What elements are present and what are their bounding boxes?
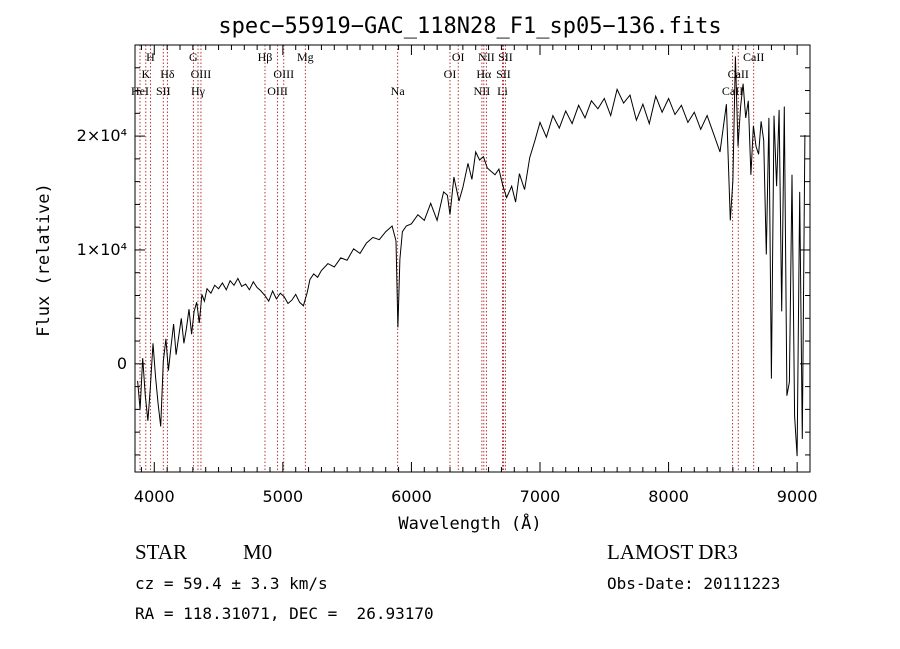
x-tick-label: 5000 — [262, 487, 303, 506]
marker-label-5: G — [189, 50, 198, 64]
chart-title: spec−55919−GAC_118N28_F1_sp05−136.fits — [218, 14, 721, 39]
marker-label-6: Hγ — [191, 84, 206, 98]
x-tick-label: 8000 — [648, 487, 689, 506]
marker-label-13: OI — [444, 67, 457, 81]
marker-label-20: SII — [498, 50, 513, 64]
x-tick-label: 4000 — [134, 487, 175, 506]
y-tick-label: 1×10⁴ — [77, 240, 127, 259]
marker-label-23: CaII — [743, 50, 764, 64]
plot-frame — [134, 44, 811, 473]
y-axis-label: Flux (relative) — [34, 183, 54, 337]
marker-label-10: OIII — [273, 67, 294, 81]
x-tick-label: 6000 — [391, 487, 432, 506]
marker-label-14: OI — [452, 50, 465, 64]
object-class: STAR — [135, 540, 187, 564]
marker-label-3: SII — [156, 84, 171, 98]
marker-label-0: K — [141, 67, 150, 81]
marker-label-17: NII — [478, 50, 495, 64]
marker-label-19: SII — [496, 67, 511, 81]
marker-label-15: NII — [474, 84, 491, 98]
marker-label-2: HeI — [131, 84, 149, 98]
x-axis-label: Wavelength (Å) — [398, 512, 541, 534]
marker-label-21: CaII — [722, 84, 743, 98]
obs-date-label: Obs-Date: 20111223 — [607, 574, 781, 593]
object-subclass: M0 — [243, 540, 273, 564]
marker-label-16: Hα — [476, 67, 492, 81]
marker-label-11: Mg — [297, 50, 314, 64]
spectral-line-markers — [139, 45, 755, 472]
y-axis-ticks: 0 1×10⁴ 2×10⁴ — [77, 44, 810, 456]
x-tick-label: 9000 — [777, 487, 818, 506]
coordinates-label: RA = 118.31071, DEC = 26.93170 — [135, 604, 434, 623]
marker-label-18: Li — [497, 84, 508, 98]
spectrum-line — [137, 56, 806, 457]
marker-label-8: Hβ — [258, 50, 273, 64]
marker-label-9: OIII — [267, 84, 288, 98]
marker-label-1: H — [146, 50, 155, 64]
survey-label: LAMOST DR3 — [607, 540, 738, 564]
marker-label-22: CaII — [728, 67, 749, 81]
y-tick-label: 0 — [117, 354, 127, 373]
redshift-label: cz = 59.4 ± 3.3 km/s — [135, 574, 328, 593]
marker-label-4: Hδ — [160, 67, 175, 81]
x-tick-label: 7000 — [520, 487, 561, 506]
y-tick-label: 2×10⁴ — [77, 126, 127, 145]
marker-label-12: Na — [391, 84, 406, 98]
x-axis-ticks: 4000 5000 6000 7000 8000 9000 — [134, 45, 818, 506]
marker-label-7: OIII — [191, 67, 212, 81]
